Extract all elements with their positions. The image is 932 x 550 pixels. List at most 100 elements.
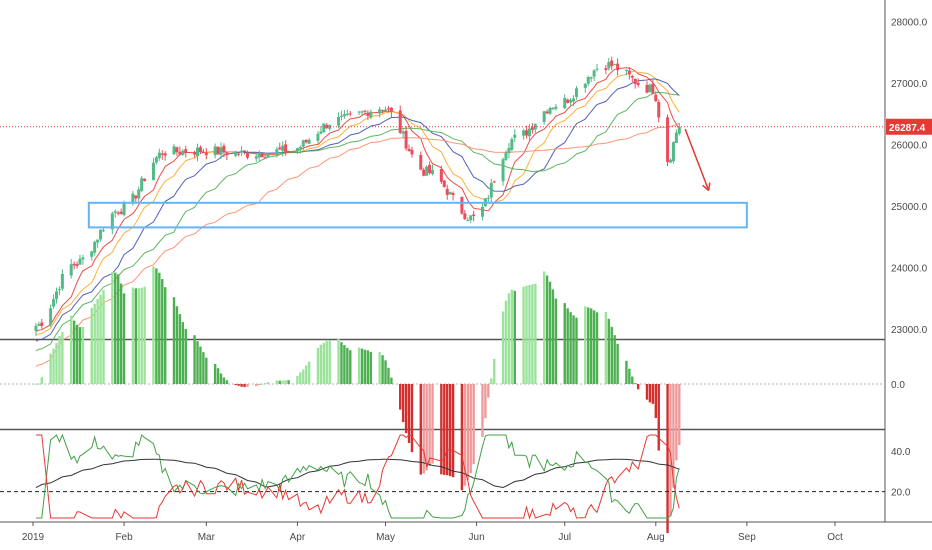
osc-bar <box>631 376 634 384</box>
osc-bar <box>96 298 99 384</box>
candle-body <box>522 130 526 136</box>
osc-bar <box>346 347 349 384</box>
candle-body <box>75 264 79 267</box>
osc-bar <box>390 377 393 384</box>
candle-body <box>278 147 282 150</box>
osc-bar <box>140 287 143 384</box>
candle-body <box>645 84 649 93</box>
osc-bar <box>484 384 487 419</box>
candle-body <box>492 181 496 183</box>
candle-body <box>204 152 208 156</box>
moving-average-line-4 <box>35 91 680 352</box>
price-tick-label: 24000.0 <box>891 263 928 274</box>
osc-bar <box>55 342 58 384</box>
osc-bar <box>446 384 449 476</box>
osc-bar <box>469 384 472 474</box>
candle-body <box>525 130 529 136</box>
osc-bar <box>90 307 93 384</box>
osc-bar <box>604 311 608 384</box>
candle-body <box>178 151 182 155</box>
candle-body <box>545 111 549 114</box>
candle-body <box>633 78 637 84</box>
candle-body <box>486 197 490 199</box>
candle-body <box>569 99 573 103</box>
osc-bar <box>175 306 179 384</box>
candle-body <box>295 148 299 151</box>
candle-body <box>345 113 349 115</box>
osc-bar <box>258 384 261 385</box>
price-axis[interactable]: 23000.0 24000.0 25000.0 26000.0 27000.0 28000… <box>891 18 928 499</box>
dmi-tick-label: 40.0 <box>891 447 911 458</box>
candle-body <box>586 77 590 84</box>
candle-body <box>548 107 552 114</box>
osc-bar <box>155 268 158 384</box>
candle-body <box>55 291 59 300</box>
osc-bar <box>481 384 484 437</box>
osc-bar <box>243 384 246 388</box>
osc-bar <box>222 377 226 384</box>
osc-bar <box>93 303 96 384</box>
candle-body <box>287 151 291 153</box>
osc-bar <box>531 284 534 384</box>
candle-body <box>237 153 241 155</box>
osc-bar <box>610 326 613 384</box>
osc-bar <box>404 384 408 434</box>
down-arrow-annotation <box>684 128 711 192</box>
candle-body <box>574 88 578 97</box>
candle-body <box>554 106 558 109</box>
osc-bar <box>487 384 490 398</box>
candle-body <box>90 251 94 257</box>
candle-body <box>607 61 611 69</box>
osc-bar <box>584 306 587 384</box>
candle-body <box>113 211 117 214</box>
arrow-shaft <box>684 128 710 191</box>
osc-bar <box>422 384 425 474</box>
candle-body <box>198 147 202 153</box>
candle-body <box>469 215 473 221</box>
candle-body <box>513 134 517 138</box>
osc-bar <box>278 380 281 384</box>
time-tick-label: Sep <box>738 532 756 543</box>
candle-body <box>137 189 141 199</box>
candle-body <box>325 124 329 129</box>
candle-body <box>193 152 197 155</box>
osc-bar <box>328 340 331 384</box>
osc-bar <box>501 311 505 384</box>
candle-body <box>651 83 655 94</box>
osc-bar <box>163 287 167 384</box>
dmi-line-3 <box>35 434 680 520</box>
candle-body <box>93 241 97 253</box>
candle-body <box>404 130 408 149</box>
osc-bar <box>384 360 387 384</box>
candle-body <box>489 183 493 198</box>
osc-bar <box>343 345 346 384</box>
osc-bar <box>490 378 493 384</box>
osc-bar <box>199 346 202 384</box>
candle-body <box>72 263 76 266</box>
dmi-line-1 <box>35 458 680 489</box>
candle-body <box>401 131 405 134</box>
osc-bar <box>569 312 572 384</box>
candle-body <box>381 109 385 111</box>
candle-body <box>480 206 484 217</box>
osc-bar <box>651 384 655 404</box>
osc-bar <box>81 326 85 384</box>
osc-bar <box>410 384 414 453</box>
time-axis[interactable]: 2019 Feb Mar Apr May Jun Jul Aug Sep Oct <box>22 522 843 543</box>
candle-body <box>337 116 341 126</box>
candle-body <box>78 258 82 265</box>
osc-bar <box>178 314 182 384</box>
candle-body <box>504 152 508 160</box>
moving-average-line-1 <box>35 67 680 333</box>
candle-body <box>60 273 64 289</box>
osc-bar <box>636 384 640 390</box>
candle-body <box>298 146 302 149</box>
candle-body <box>384 109 388 111</box>
candle-body <box>263 157 267 159</box>
osc-bar <box>61 332 64 384</box>
osc-bar <box>143 286 146 384</box>
osc-bar <box>672 384 675 488</box>
osc-bar <box>137 288 140 384</box>
candle-body <box>281 145 285 152</box>
